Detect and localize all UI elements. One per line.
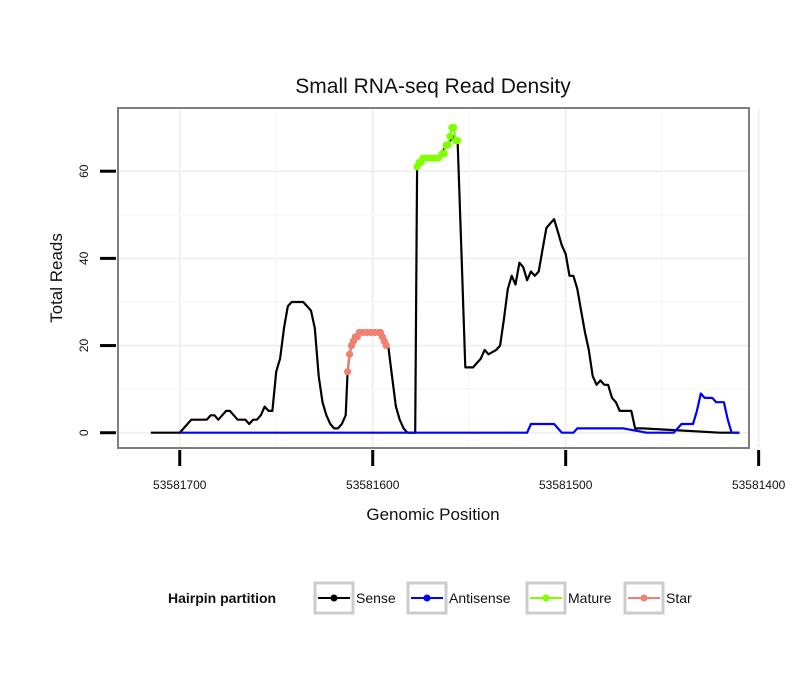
series-star-point-0 (344, 368, 352, 376)
legend-label-antisense: Antisense (449, 590, 511, 606)
x-tick-label-2: 53581500 (539, 478, 593, 492)
legend-title: Hairpin partition (168, 590, 276, 606)
legend-key-dot-antisense (423, 594, 431, 602)
y-tick-label-3: 60 (77, 164, 91, 178)
grid-lines (119, 109, 760, 447)
y-tick-label-1: 20 (77, 339, 91, 353)
legend-label-mature: Mature (568, 590, 612, 606)
series-star-point-1 (345, 350, 354, 358)
legend-label-sense: Sense (356, 590, 396, 606)
legend-key-dot-star (640, 594, 648, 602)
chart-title: Small RNA-seq Read Density (295, 75, 571, 98)
legend: Hairpin partition Sense Antisense Mature St… (168, 581, 692, 615)
series-mature-point-9 (440, 150, 448, 158)
series-antisense-line (179, 392, 740, 434)
x-tick-label-3: 53581400 (732, 478, 786, 492)
series-star-point-15 (382, 341, 390, 350)
legend-label-star: Star (666, 590, 692, 606)
legend-key-dot-sense (330, 594, 338, 602)
x-axis-title: Genomic Position (366, 505, 499, 524)
y-tick-label-0: 0 (77, 429, 91, 436)
x-tick-label-0: 53581700 (153, 478, 207, 492)
series-mature-point-12 (446, 132, 454, 140)
y-tick-label-2: 40 (77, 251, 91, 265)
series-layer (150, 124, 740, 434)
legend-key-dot-mature (542, 594, 550, 602)
series-mature-point-16 (454, 137, 462, 145)
axes: 53581700 53581600 53581500 53581400 0 20 40 60 (77, 164, 786, 492)
x-tick-label-1: 53581600 (346, 478, 400, 492)
series-mature-point-14 (450, 124, 458, 132)
plot-panel (117, 107, 750, 449)
series-mature-point-11 (444, 141, 452, 149)
y-axis-title: Total Reads (47, 233, 66, 323)
